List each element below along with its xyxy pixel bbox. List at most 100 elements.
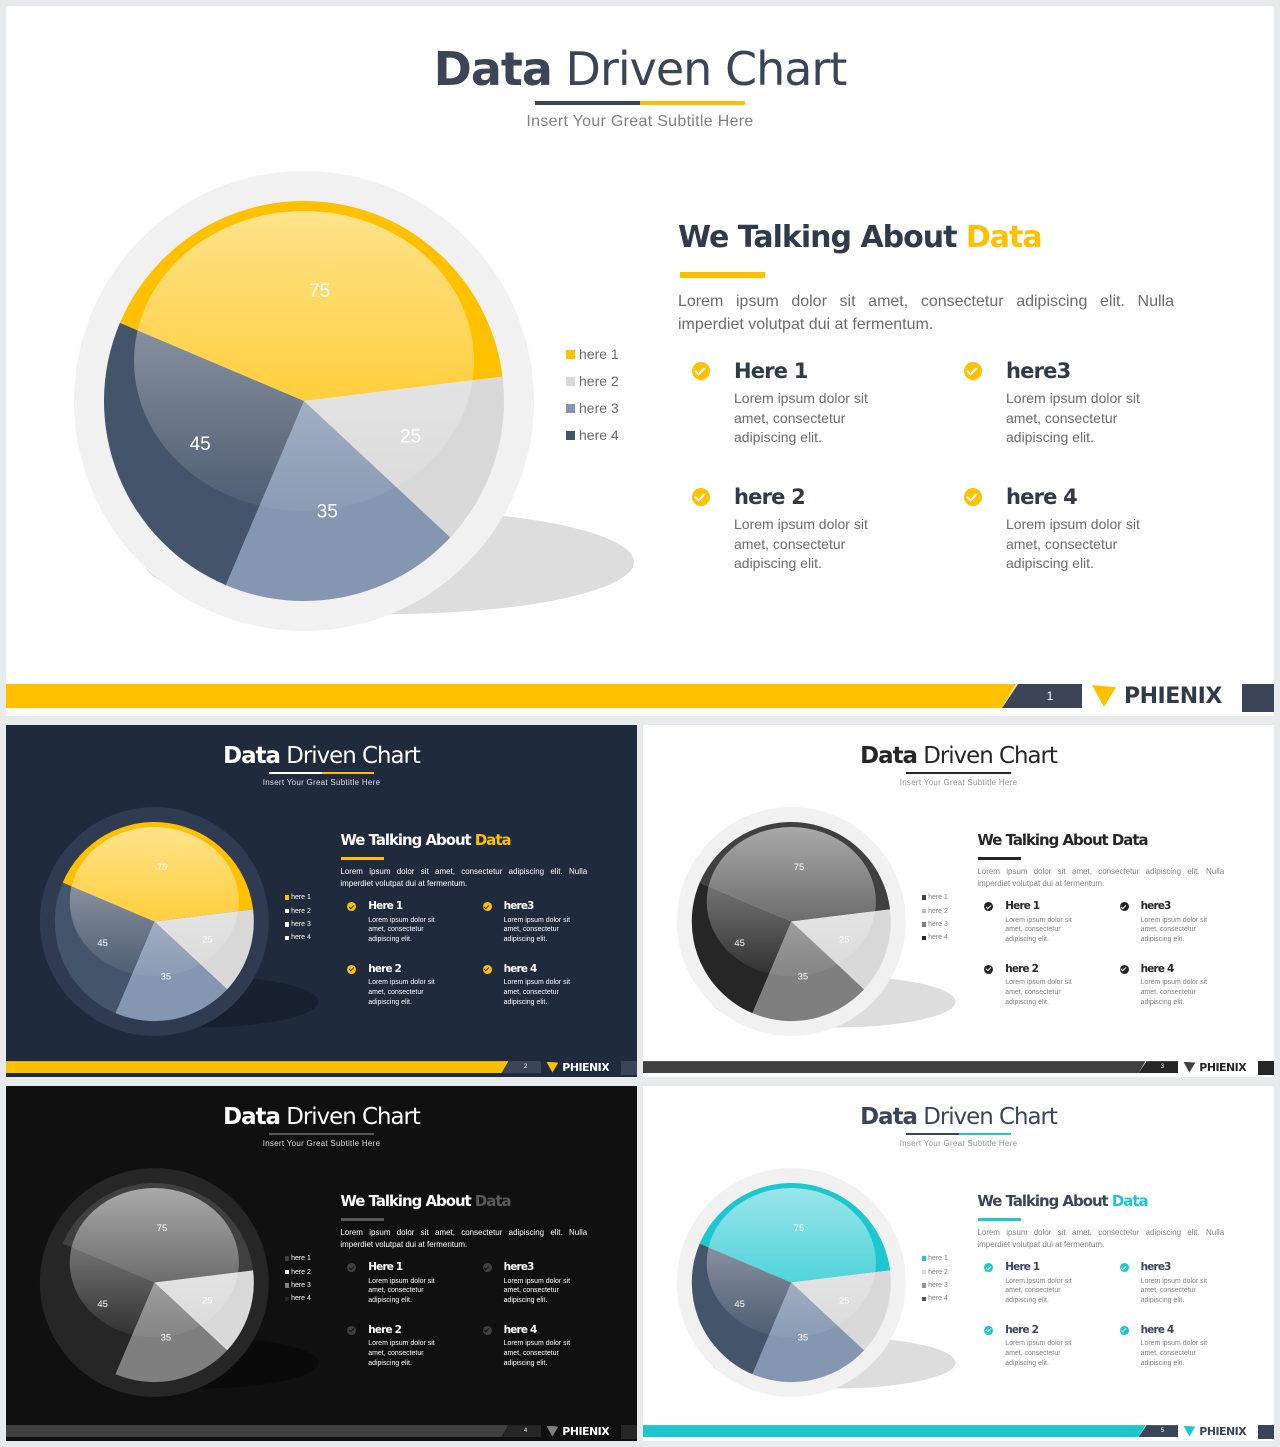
feature-title: Here 1	[368, 1261, 403, 1274]
check-icon	[1119, 964, 1129, 974]
feature-desc: Lorem ipsum dolor sit amet, consectetur …	[1006, 516, 1140, 571]
legend-item-4: here 4	[921, 934, 948, 941]
check-icon	[347, 964, 357, 974]
feature-title: here 4	[503, 962, 538, 975]
feature-desc: Lorem ipsum dolor sit amet, consectetur …	[734, 390, 868, 445]
pie-gloss	[706, 827, 876, 977]
feature-item-3: here 2 Lorem ipsum dolor sit amet, consec…	[368, 963, 453, 1007]
pie-value-label-3: 35	[798, 972, 809, 983]
title-underline	[269, 1133, 374, 1136]
pie-value-label-3: 35	[798, 1333, 809, 1344]
check-mark	[348, 965, 355, 972]
feature-item-2: here3 Lorem ipsum dolor sit amet, consect…	[1141, 900, 1226, 944]
feature-item-3: here 2 Lorem ipsum dolor sit amet, consec…	[1005, 963, 1090, 1007]
pie-gloss	[706, 1188, 876, 1338]
legend-item-2: here 2	[921, 908, 948, 915]
legend-label: here 2	[291, 1268, 311, 1276]
legend-item-2: here 2	[921, 1269, 948, 1276]
pie-chart: 75 25 35 45	[676, 1168, 956, 1397]
check-icon	[1119, 1263, 1129, 1273]
heading-underline	[341, 1218, 384, 1222]
heading-accent-word: Data	[474, 831, 512, 850]
heading-main: We Talking About	[977, 1192, 1108, 1211]
page-number: 1	[1046, 689, 1054, 703]
legend-label: here 2	[291, 907, 311, 915]
check-mark	[985, 965, 992, 972]
pie-value-label-2: 25	[202, 934, 213, 945]
pie-value-label-3: 35	[317, 502, 338, 523]
title-bold-word: Data	[223, 1103, 281, 1130]
title-underline	[535, 101, 745, 106]
footer-accent-bar	[6, 684, 1016, 708]
section-heading: We Talking About Data	[977, 831, 1149, 850]
feature-item-2: here3 Lorem ipsum dolor sit amet, consect…	[504, 900, 589, 944]
legend-label: here 3	[579, 400, 619, 416]
feature-desc: Lorem ipsum dolor sit amet, consectetur …	[503, 1277, 571, 1304]
pie-value-label-2: 25	[839, 1295, 850, 1306]
pie-value-label-1: 75	[157, 1223, 168, 1234]
pie-value-label-2: 25	[202, 1295, 213, 1306]
underline-right	[958, 1133, 1011, 1136]
underline-right	[958, 772, 1011, 775]
title-bold-word: Data	[860, 742, 918, 769]
title-rest: Driven Chart	[286, 742, 421, 769]
heading-accent-word: Data	[965, 220, 1043, 255]
page-number-box: 4	[501, 1425, 542, 1437]
slide-subtitle: Insert Your Great Subtitle Here	[526, 113, 754, 131]
check-mark	[985, 1264, 992, 1270]
legend-swatch	[921, 1296, 927, 1302]
check-icon	[964, 362, 982, 380]
legend-swatch	[284, 895, 290, 900]
feature-item-1: Here 1 Lorem ipsum dolor sit amet, consec…	[368, 900, 453, 944]
check-mark	[1120, 965, 1127, 972]
check-icon	[347, 902, 357, 912]
pie-gloss	[69, 1188, 239, 1338]
check-mark	[985, 1326, 992, 1333]
pie-gloss	[69, 827, 239, 977]
feature-title: here3	[503, 900, 535, 913]
feature-desc: Lorem ipsum dolor sit amet, consectetur …	[503, 916, 571, 943]
legend-item-3: here 3	[921, 1282, 948, 1289]
check-icon	[692, 362, 710, 380]
feature-desc: Lorem ipsum dolor sit amet, consectetur …	[368, 916, 435, 943]
pie-value-label-2: 25	[839, 934, 850, 945]
feature-title: Here 1	[368, 900, 403, 913]
feature-desc: Lorem ipsum dolor sit amet, consectetur …	[734, 516, 868, 571]
feature-title: here 4	[1140, 962, 1175, 975]
check-icon	[482, 902, 492, 912]
check-mark	[1120, 1264, 1127, 1270]
legend-item-4: here 4	[566, 427, 619, 443]
check-icon	[347, 1263, 357, 1273]
title-block: Data Driven Chart Insert Your Great Subti…	[6, 1104, 637, 1148]
feature-title: here 4	[1140, 1323, 1175, 1336]
body-paragraph: Lorem ipsum dolor sit amet, consectetur …	[678, 293, 1174, 334]
feature-item-2: here3 Lorem ipsum dolor sit amet, consect…	[1141, 1261, 1226, 1305]
feature-title: here 2	[1005, 962, 1039, 975]
heading-main: We Talking About	[340, 1192, 471, 1211]
feature-item-4: here 4 Lorem ipsum dolor sit amet, consec…	[1141, 963, 1226, 1007]
check-mark	[966, 490, 978, 502]
heading-main: We Talking About	[977, 831, 1108, 850]
feature-title: here 2	[368, 1323, 402, 1336]
feature-title: here3	[1140, 1261, 1172, 1274]
body-paragraph: Lorem ipsum dolor sit amet, consectetur …	[977, 867, 1225, 888]
heading-underline	[978, 857, 1021, 861]
heading-accent-word: Data	[1111, 831, 1149, 850]
underline-right	[321, 1133, 374, 1136]
legend-swatch	[921, 1269, 927, 1275]
feature-title: Here 1	[1005, 1261, 1040, 1274]
check-mark	[348, 903, 355, 909]
legend-swatch	[284, 908, 290, 914]
legend-label: here 3	[291, 921, 311, 929]
check-icon	[984, 964, 994, 974]
legend-item-1: here 1	[284, 1255, 311, 1262]
feature-desc: Lorem ipsum dolor sit amet, consectetur …	[1005, 916, 1072, 943]
check-mark	[1120, 903, 1127, 909]
feature-desc: Lorem ipsum dolor sit amet, consectetur …	[368, 1340, 435, 1367]
check-icon	[984, 902, 994, 912]
title-underline	[269, 772, 374, 775]
check-icon	[1119, 1325, 1129, 1335]
legend-label: here 1	[579, 346, 619, 362]
brand-logo: PHIENIX	[546, 1422, 610, 1440]
check-icon	[482, 1325, 492, 1335]
